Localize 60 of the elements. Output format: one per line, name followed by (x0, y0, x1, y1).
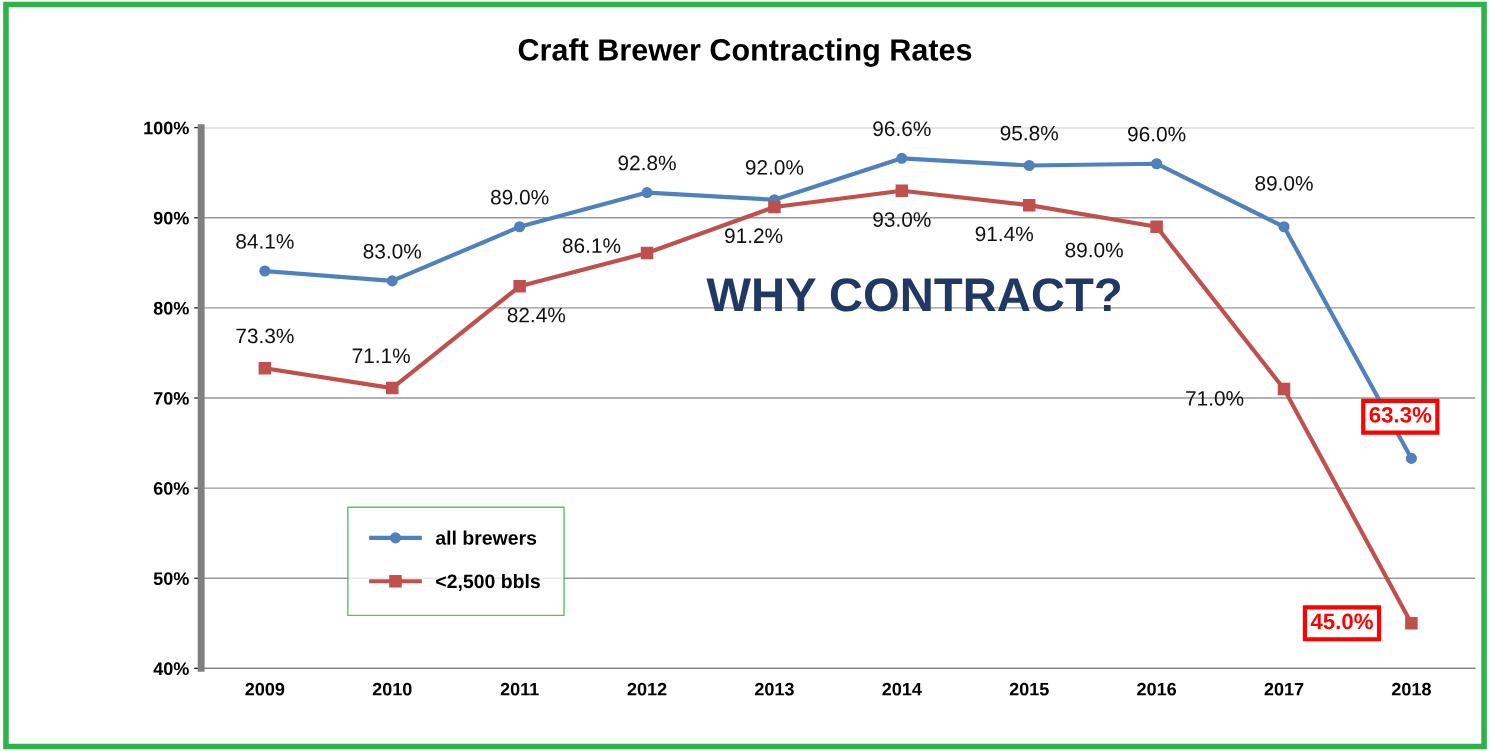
point (1023, 159, 1035, 172)
x-tick-label: 2012 (627, 682, 667, 696)
data-label: 73.3% (236, 328, 294, 344)
x-tick-label: 2013 (754, 682, 794, 696)
point (895, 184, 909, 198)
data-label: 92.8% (618, 155, 676, 171)
point (513, 280, 526, 293)
annotation: WHY CONTRACT? (706, 278, 1120, 312)
point (259, 265, 271, 277)
x-tick-label: 2015 (1009, 682, 1049, 696)
point (1150, 220, 1163, 234)
data-label: 96.6% (873, 121, 931, 137)
y-tick-label: 60% (153, 482, 189, 495)
data-label: 45.0% (1310, 613, 1373, 630)
data-label: 91.4% (975, 226, 1034, 242)
data-label: 93.0% (873, 212, 931, 227)
data-label: 71.1% (352, 348, 410, 364)
x-tick-label: 2018 (1391, 682, 1431, 696)
data-label: 96.0% (1128, 126, 1186, 142)
point (1022, 198, 1036, 212)
point (514, 221, 526, 233)
y-tick-label: 50% (153, 572, 189, 585)
point (1405, 617, 1418, 630)
data-label: 84.1% (236, 234, 294, 249)
x-tick-label: 2010 (372, 682, 412, 696)
data-label: 71.0% (1186, 390, 1244, 406)
data-label: 89.0% (491, 189, 549, 205)
point (385, 381, 399, 395)
point (640, 246, 654, 260)
point (386, 275, 398, 287)
data-label: 82.4% (507, 307, 566, 323)
y-tick-label: 90% (153, 211, 189, 225)
data-label: 89.0% (1065, 242, 1123, 258)
data-label: 91.2% (725, 228, 783, 244)
data-label: 83.0% (363, 243, 422, 259)
point (1405, 452, 1417, 464)
point (1277, 382, 1291, 396)
data-label: 86.1% (562, 238, 621, 253)
x-tick-label: 2014 (882, 682, 922, 696)
y-tick-label: 100% (144, 121, 189, 135)
y-tick-label: 40% (153, 662, 189, 676)
y-tick-label: 80% (153, 301, 189, 315)
legend-label: <2,500 bbls (436, 573, 540, 592)
x-tick-label: 2011 (500, 682, 539, 696)
point (768, 200, 781, 214)
data-label: 63.3% (1369, 406, 1432, 423)
data-label: 89.0% (1255, 175, 1313, 191)
point (641, 187, 653, 199)
chart-title: Craft Brewer Contracting Rates (518, 38, 972, 67)
point (1151, 158, 1163, 170)
data-label: 92.0% (745, 160, 804, 175)
legend-label: all brewers (435, 530, 537, 545)
x-tick-label: 2009 (245, 682, 285, 696)
data-label: 95.8% (1000, 125, 1059, 141)
point (896, 152, 908, 164)
point (1278, 221, 1290, 233)
x-tick-label: 2017 (1264, 682, 1304, 696)
y-tick-label: 70% (153, 391, 189, 405)
x-tick-label: 2016 (1137, 682, 1177, 696)
point (258, 362, 272, 375)
